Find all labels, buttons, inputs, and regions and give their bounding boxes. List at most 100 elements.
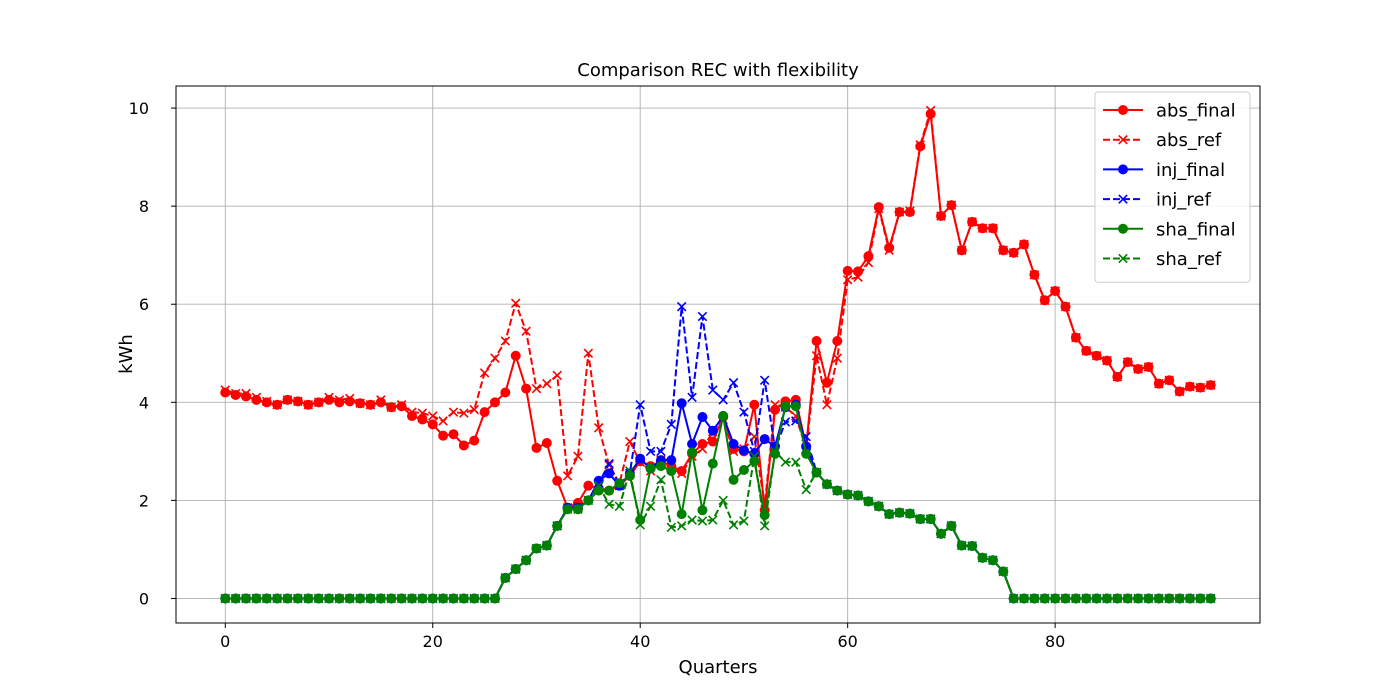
y-axis-ticks: 0 2 4 6 8 10 [129,99,176,608]
data-point-abs_ref [510,298,521,309]
marker-stroke [334,593,345,604]
data-point-abs_final [541,438,552,449]
marker-stroke [230,593,241,604]
marker-stroke [728,446,739,457]
data-point-sha_ref [1112,593,1123,604]
data-point-abs_ref [261,396,272,407]
data-point-sha_ref [905,508,915,519]
data-point-abs_ref [1205,380,1216,390]
data-point-abs_ref [822,400,832,410]
data-point-sha_ref [1071,593,1081,604]
data-point-inj_ref [593,478,604,488]
data-point-abs_ref [241,388,251,399]
data-point-inj_final [728,439,739,449]
data-point-sha_ref [479,593,490,604]
series-line-inj_final [225,402,1211,600]
data-point-abs_ref [1185,381,1195,392]
marker-stroke [593,423,604,433]
marker-stroke [967,541,977,551]
marker-stroke [293,396,303,407]
marker-stroke [708,515,718,525]
marker-stroke [1060,301,1071,312]
marker-stroke [510,564,521,574]
data-point-abs_ref [220,385,231,395]
marker-stroke [1174,386,1185,397]
data-point-sha_ref [531,543,542,554]
data-point-abs_ref [490,353,500,363]
marker-stroke [842,489,853,500]
data-point-sha_ref [1205,593,1216,604]
data-point-abs_ref [874,203,884,214]
data-point-sha_ref [1185,593,1195,604]
data-point-sha_ref [469,593,479,604]
data-point-sha_ref [303,593,314,604]
data-point-sha_ref [230,593,241,604]
marker-stroke [1050,593,1060,604]
marker-stroke [293,593,303,604]
data-point-sha_ref [552,521,562,531]
marker-stroke [1122,357,1133,367]
data-point-inj_final [707,425,718,436]
data-point-sha_ref [946,521,957,531]
data-point-sha_ref [842,489,853,500]
marker-stroke [344,393,355,404]
data-point-abs_ref [396,400,407,410]
data-point-abs_ref [894,207,905,217]
data-point-abs_ref [365,400,376,410]
marker-stroke [407,407,417,417]
marker-stroke [988,555,998,565]
data-point-sha_ref [925,514,936,524]
data-point-sha_ref [1174,593,1185,604]
marker-stroke [666,522,677,533]
legend-marker [1118,164,1128,175]
series-line-sha_ref [225,450,1211,600]
data-point-abs_ref [521,326,531,336]
series-sha_ref [220,446,1216,604]
data-point-inj_final [697,412,708,423]
marker-stroke [1118,134,1128,145]
data-point-sha_ref [822,479,832,489]
marker-stroke [946,200,957,210]
legend-item-abs_ref: abs_ref [1103,130,1222,151]
marker-stroke [1081,346,1092,356]
marker-stroke [427,411,438,421]
marker-stroke [459,408,469,418]
marker-stroke [614,501,625,512]
marker-stroke [739,516,749,526]
data-point-abs_ref [832,353,843,363]
marker-stroke [656,446,666,457]
data-point-abs_ref [459,408,469,418]
data-point-sha_final [655,461,666,472]
data-point-abs_ref [407,407,417,417]
data-point-sha_ref [1154,593,1164,604]
data-point-sha_ref [417,593,428,604]
marker-stroke [998,245,1009,256]
data-point-abs_final [469,435,480,446]
data-point-sha_ref [874,501,884,512]
data-point-abs_ref [479,368,490,378]
marker-stroke [936,528,946,539]
data-point-abs_ref [957,245,967,256]
data-point-inj_ref [708,385,718,395]
data-point-inj_final [759,434,770,445]
data-point-sha_ref [293,593,303,604]
marker-stroke [479,593,490,604]
marker-stroke [1118,253,1128,264]
marker-stroke [863,257,874,268]
data-point-sha_ref [957,540,967,551]
data-point-sha_ref [676,521,687,531]
data-point-abs_ref [1164,375,1175,386]
data-point-inj_final [687,439,698,449]
data-point-abs_ref [344,393,355,404]
marker-stroke [697,444,708,454]
marker-stroke [811,467,822,478]
marker-stroke [791,457,801,467]
marker-stroke [500,573,511,583]
marker-stroke [625,436,635,447]
data-point-abs_ref [417,408,428,418]
data-point-abs_ref [1081,346,1092,356]
chart-title: Comparison REC with flexibility [577,60,859,81]
marker-stroke [977,553,988,563]
marker-stroke [376,395,386,405]
marker-stroke [728,520,739,530]
